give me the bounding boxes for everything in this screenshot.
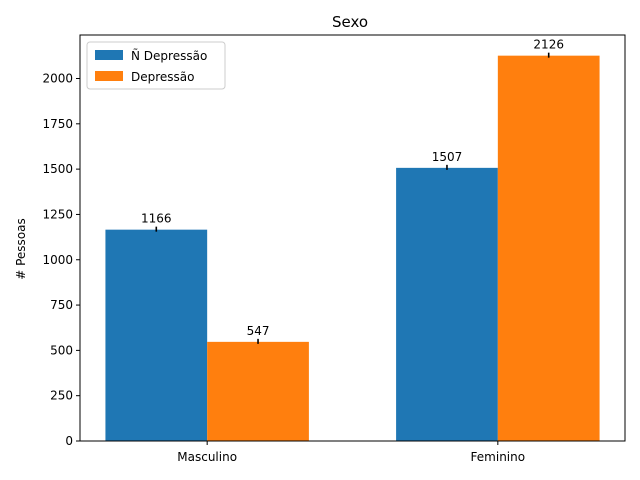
legend-swatch — [95, 71, 123, 81]
y-tick-label: 2000 — [42, 72, 73, 86]
bar-feminino-series-0 — [396, 167, 498, 441]
plot-area: 1166 1507 547 2126 — [79, 34, 626, 442]
legend-entry-label: Ñ Depressão — [131, 48, 207, 63]
x-tick-label: Feminino — [471, 450, 526, 464]
y-tick-label: 250 — [50, 389, 73, 403]
y-tick-label: 0 — [65, 434, 73, 448]
bar-feminino-series-1 — [497, 55, 600, 441]
y-tick-label: 1500 — [42, 162, 73, 176]
legend: Ñ Depressão Depressão — [86, 41, 226, 90]
y-axis-label: # Pessoas — [14, 218, 28, 280]
y-tick-label: 500 — [50, 343, 73, 357]
y-tick-label: 1250 — [42, 207, 73, 221]
x-tick-label: Masculino — [177, 450, 237, 464]
y-tick-label: 1000 — [42, 253, 73, 267]
bar-masculino-series-1 — [207, 341, 309, 441]
bar-value-label: 1166 — [141, 212, 172, 226]
plot-frame — [79, 34, 626, 442]
bar-value-label: 1507 — [432, 150, 463, 164]
y-tick-label: 750 — [50, 298, 73, 312]
legend-entry-label: Depressão — [131, 70, 195, 84]
y-axis: 0 250 500 750 1000 1250 1500 1750 2000 — [42, 72, 80, 448]
x-axis: Masculino Feminino — [177, 441, 525, 464]
bar-masculino-series-0 — [105, 229, 208, 441]
bar-value-label: 2126 — [533, 38, 564, 52]
legend-swatch — [95, 50, 123, 60]
bar-value-label: 547 — [247, 324, 270, 338]
chart-title: Sexo — [332, 13, 368, 31]
y-tick-label: 1750 — [42, 117, 73, 131]
